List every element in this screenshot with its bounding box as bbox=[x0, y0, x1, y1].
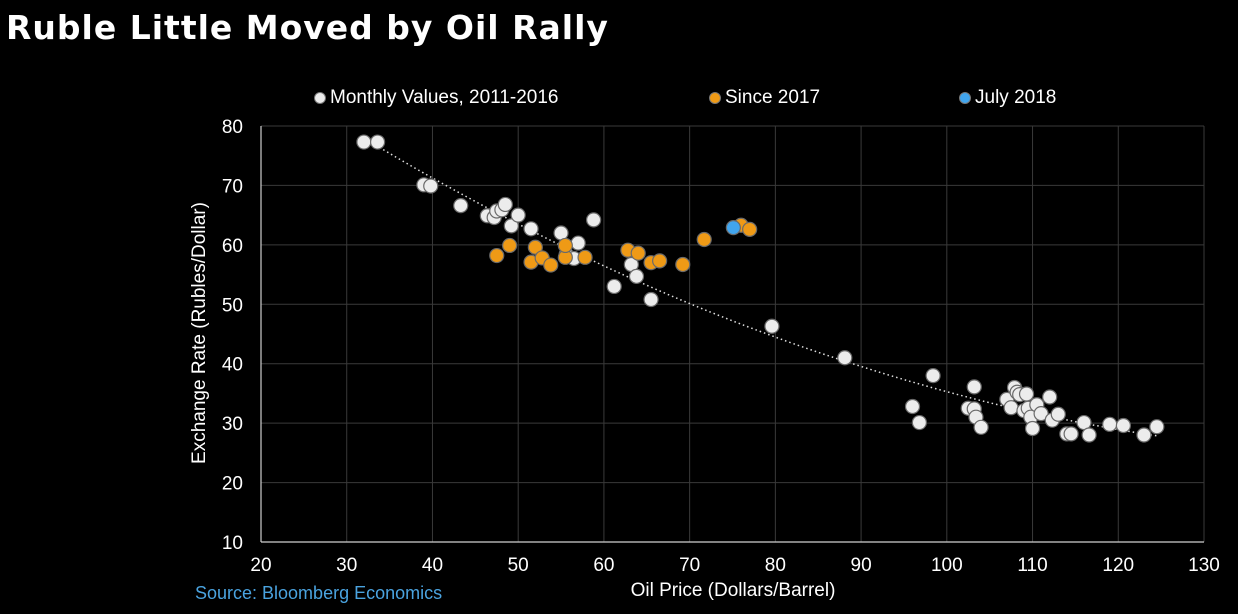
chart-title: Ruble Little Moved by Oil Rally bbox=[6, 8, 609, 47]
x-tick-label: 20 bbox=[250, 555, 271, 576]
point-monthly bbox=[1102, 416, 1118, 432]
x-tick-label: 60 bbox=[593, 555, 614, 576]
point-since-2017 bbox=[543, 257, 559, 273]
legend-marker-since-2017 bbox=[709, 92, 721, 104]
point-monthly bbox=[1081, 427, 1097, 443]
point-monthly bbox=[369, 134, 386, 150]
point-monthly bbox=[523, 221, 539, 237]
legend-item-since-2017: Since 2017 bbox=[709, 87, 820, 109]
legend-item-monthly: Monthly Values, 2011-2016 bbox=[314, 87, 559, 109]
point-monthly bbox=[423, 178, 439, 194]
x-tick-label: 110 bbox=[1017, 555, 1047, 576]
point-monthly bbox=[904, 398, 921, 415]
y-tick-label: 70 bbox=[222, 176, 243, 197]
point-since-2017 bbox=[742, 221, 758, 238]
x-axis-label: Oil Price (Dollars/Barrel) bbox=[630, 580, 836, 601]
y-tick-label: 20 bbox=[222, 474, 243, 495]
legend-marker-july-2018 bbox=[959, 92, 971, 104]
trendline bbox=[363, 137, 1157, 437]
x-tick-label: 80 bbox=[765, 555, 786, 576]
point-monthly bbox=[1063, 426, 1079, 442]
point-monthly bbox=[503, 218, 519, 234]
point-since-2017 bbox=[557, 237, 573, 254]
x-tick-label: 40 bbox=[422, 555, 443, 576]
x-tick-label: 50 bbox=[508, 555, 529, 576]
y-tick-label: 60 bbox=[222, 236, 243, 257]
point-since-2017 bbox=[652, 253, 668, 269]
point-monthly bbox=[1024, 420, 1041, 437]
x-tick-label: 130 bbox=[1188, 555, 1220, 576]
point-monthly bbox=[837, 350, 853, 366]
point-monthly bbox=[1149, 419, 1165, 435]
point-monthly bbox=[510, 207, 526, 223]
point-july-2018 bbox=[725, 220, 741, 236]
point-monthly bbox=[1018, 386, 1035, 402]
point-monthly bbox=[553, 225, 569, 241]
x-tick-label: 30 bbox=[336, 555, 357, 576]
legend-item-july-2018: July 2018 bbox=[959, 87, 1056, 109]
x-tick-label: 70 bbox=[679, 555, 700, 576]
y-tick-label: 10 bbox=[222, 533, 243, 554]
y-tick-label: 30 bbox=[222, 414, 243, 435]
point-monthly bbox=[911, 414, 927, 431]
point-monthly bbox=[356, 134, 372, 150]
y-tick-label: 40 bbox=[222, 355, 243, 376]
chart-legend: Monthly Values, 2011-2016 Since 2017 Jul… bbox=[0, 87, 1238, 111]
x-tick-label: 120 bbox=[1102, 555, 1134, 576]
legend-label-july-2018: July 2018 bbox=[975, 87, 1057, 108]
y-axis-label: Exchange Rate (Rubles/Dollar) bbox=[189, 202, 210, 464]
point-since-2017 bbox=[630, 245, 646, 261]
point-monthly bbox=[453, 198, 469, 214]
x-tick-label: 100 bbox=[931, 555, 963, 576]
source-note: Source: Bloomberg Economics bbox=[195, 583, 443, 603]
point-monthly bbox=[570, 235, 586, 251]
point-since-2017 bbox=[489, 247, 505, 264]
point-since-2017 bbox=[577, 249, 593, 265]
point-monthly bbox=[764, 318, 780, 334]
point-monthly bbox=[643, 291, 659, 308]
point-monthly bbox=[628, 268, 645, 284]
point-monthly bbox=[1115, 417, 1132, 434]
x-tick-label: 90 bbox=[851, 555, 872, 576]
point-monthly bbox=[1050, 406, 1066, 422]
y-tick-label: 80 bbox=[222, 117, 243, 138]
point-monthly bbox=[966, 379, 982, 395]
y-tick-label: 50 bbox=[222, 295, 243, 316]
legend-label-since-2017: Since 2017 bbox=[725, 87, 821, 108]
point-since-2017 bbox=[527, 239, 543, 255]
point-monthly bbox=[606, 278, 622, 295]
point-monthly bbox=[1136, 427, 1152, 443]
point-monthly bbox=[497, 196, 513, 213]
point-monthly bbox=[1003, 400, 1019, 416]
legend-marker-monthly bbox=[314, 92, 326, 104]
point-since-2017 bbox=[502, 237, 518, 254]
point-monthly bbox=[586, 212, 602, 228]
point-monthly bbox=[973, 419, 989, 435]
point-since-2017 bbox=[675, 256, 691, 273]
point-since-2017 bbox=[696, 231, 712, 248]
legend-label-monthly: Monthly Values, 2011-2016 bbox=[330, 87, 559, 108]
point-monthly bbox=[1042, 389, 1058, 405]
point-monthly bbox=[1033, 406, 1049, 422]
point-monthly bbox=[925, 368, 941, 384]
